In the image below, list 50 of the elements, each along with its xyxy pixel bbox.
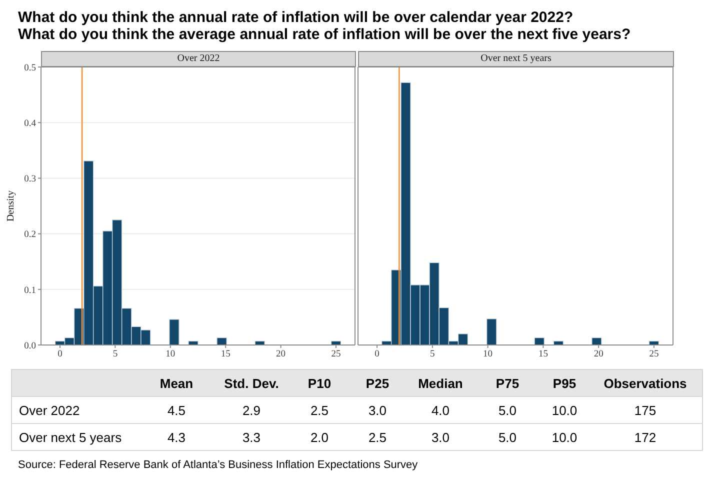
text: 2.9: [242, 402, 261, 418]
chart-title: What do you think the annual rate of inflation will be over calendar year 2022?: [18, 9, 574, 26]
text: 175: [634, 402, 656, 418]
y-tick-label: 0.3: [24, 174, 36, 185]
x-tick-label: 5: [112, 350, 118, 360]
x-tick-label: 0: [374, 350, 380, 360]
chart-title: What do you think the average annual rate of inflation will be over the next five years?: [18, 26, 631, 43]
x-tick-label: 0: [58, 350, 63, 360]
text: 2.0: [310, 430, 329, 444]
x-tick-label: 15: [538, 350, 548, 360]
x-tick-label: 15: [220, 350, 231, 360]
text: 2.5: [368, 430, 387, 444]
text: 10.0: [552, 430, 578, 444]
category-label: Observations: [588, 370, 702, 396]
x-tick-label: 20: [594, 350, 604, 360]
y-axis-title: Density: [6, 190, 17, 222]
chart-subtitle: Over next 5 years: [480, 53, 552, 64]
category-label: P95: [540, 370, 588, 396]
text: 5.0: [498, 402, 517, 418]
text: 2.5: [310, 402, 329, 418]
y-tick-label: 0.1: [24, 286, 36, 296]
x-tick-label: 25: [649, 350, 659, 360]
text: 4.0: [431, 402, 450, 418]
y-tick-label: 0.5: [24, 63, 36, 74]
category-label: Over next 5 years: [19, 430, 122, 444]
text: 5.0: [498, 430, 517, 444]
x-tick-label: 20: [276, 350, 286, 360]
x-tick-label: 10: [166, 350, 176, 360]
text: 3.3: [242, 430, 261, 444]
y-tick-label: 0.2: [24, 230, 36, 240]
category-label: Median: [406, 370, 474, 396]
y-tick-label: 0.4: [24, 118, 36, 129]
x-tick-label: 10: [483, 350, 493, 360]
x-tick-label: 25: [331, 350, 342, 360]
x-tick-label: 5: [430, 350, 436, 360]
text: 172: [634, 430, 656, 444]
text: 4.3: [167, 430, 186, 444]
category-label: Over 2022: [19, 402, 80, 418]
category-label: Std. Dev.: [212, 370, 290, 396]
y-tick-label: 0.0: [24, 341, 36, 352]
source-note: Source: Federal Reserve Bank of Atlanta’s Business Inflation Expectations Survey: [18, 459, 419, 471]
category-label: Mean: [140, 370, 212, 396]
text: 10.0: [552, 402, 578, 418]
category-label: P10: [290, 370, 348, 396]
chart-subtitle: Over 2022: [177, 53, 220, 64]
text: 3.0: [368, 402, 387, 418]
category-label: P25: [348, 370, 406, 396]
category-label: P75: [474, 370, 540, 396]
text: 3.0: [431, 430, 450, 444]
text: 4.5: [167, 402, 186, 418]
